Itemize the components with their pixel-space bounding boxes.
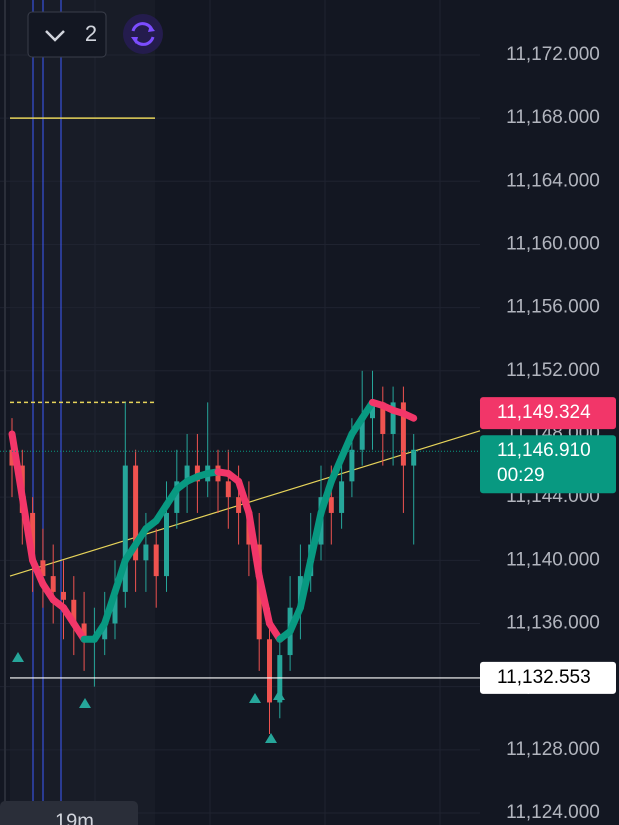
refresh-arrow <box>131 37 138 44</box>
moving-average-segment <box>317 477 335 517</box>
price-label-box <box>480 397 616 430</box>
candle-body <box>164 512 169 577</box>
candle-body <box>236 497 242 513</box>
moving-average-segment <box>235 477 253 517</box>
signal-markers <box>12 652 285 743</box>
candle-body <box>9 449 15 466</box>
candle-body <box>174 481 180 513</box>
y-tick-label: 11,172.000 <box>506 44 600 65</box>
interval-label: 19m <box>55 810 94 825</box>
candle-body <box>328 497 334 513</box>
signal-marker <box>265 733 277 743</box>
candle-body <box>184 465 190 482</box>
collapse-button[interactable] <box>27 11 107 58</box>
candle-body <box>102 623 108 640</box>
moving-average-segment <box>255 572 273 627</box>
candle-body <box>30 512 36 561</box>
price-label: 11,149.324 <box>497 402 591 423</box>
price-label: 11,132.553 <box>497 667 591 688</box>
price-axis: 11,124.00011,128.00011,132.00011,136.000… <box>480 44 616 823</box>
y-tick-label: 11,136.000 <box>506 613 600 634</box>
candle-body <box>267 639 272 703</box>
y-tick-label: 11,124.000 <box>506 802 600 823</box>
candle-body <box>143 544 149 561</box>
indicator-count: 2 <box>85 21 97 46</box>
signal-marker <box>249 693 261 703</box>
moving-average-segment <box>111 556 129 596</box>
moving-average-segment <box>18 493 37 564</box>
y-tick-label: 11,164.000 <box>506 170 600 191</box>
signal-marker <box>79 698 91 708</box>
moving-average-segment <box>399 409 418 422</box>
moving-average-segment <box>307 509 325 564</box>
candle-body <box>50 576 56 592</box>
y-tick-label: 11,168.000 <box>506 107 600 128</box>
price-label: 11,146.910 <box>497 440 591 461</box>
interval-tab[interactable]: 19m <box>0 801 138 825</box>
grid <box>0 0 480 825</box>
plot <box>0 117 481 735</box>
candle-body <box>380 402 386 434</box>
session-shade <box>10 0 155 825</box>
candle-body <box>122 465 128 592</box>
refresh-button[interactable] <box>123 14 163 54</box>
y-tick-label: 11,128.000 <box>506 739 600 760</box>
y-tick-label: 11,152.000 <box>506 360 600 381</box>
candle-body <box>390 402 396 434</box>
moving-average-segment <box>327 454 346 485</box>
moving-average-segment <box>245 509 263 580</box>
chevron-icon <box>45 30 65 42</box>
moving-average-segment <box>8 430 26 501</box>
refresh-arrow <box>148 25 155 32</box>
moving-average-segment <box>29 556 47 588</box>
y-tick-label: 11,160.000 <box>506 233 600 254</box>
signal-marker <box>12 652 24 662</box>
candle-body <box>71 599 77 624</box>
candle-body <box>277 655 283 703</box>
candle-body <box>153 544 159 577</box>
price-label-box <box>480 435 616 494</box>
candle-body <box>411 449 417 466</box>
candle-body <box>40 560 46 577</box>
countdown: 00:29 <box>497 465 545 486</box>
toolbar[interactable]: 2 <box>27 11 163 58</box>
y-tick-label: 11,156.000 <box>506 297 600 318</box>
moving-average-segment <box>286 604 304 635</box>
candle-body <box>61 591 66 600</box>
candle-body <box>349 449 355 482</box>
candle-body <box>133 465 139 561</box>
moving-average-segment <box>296 556 315 612</box>
moving-average-segment <box>101 588 119 627</box>
signal-marker <box>273 690 285 700</box>
candle-body <box>400 402 406 466</box>
candle-body <box>339 481 345 513</box>
candle-body <box>81 623 87 640</box>
interval-tab-bg[interactable] <box>0 801 138 825</box>
candle-body <box>370 402 375 419</box>
candle-body <box>359 418 365 450</box>
candle-body <box>112 591 118 624</box>
y-tick-label: 11,140.000 <box>506 549 600 570</box>
price-label-box <box>480 661 616 694</box>
candle-body <box>225 481 231 498</box>
moving-average-segment <box>338 430 356 462</box>
